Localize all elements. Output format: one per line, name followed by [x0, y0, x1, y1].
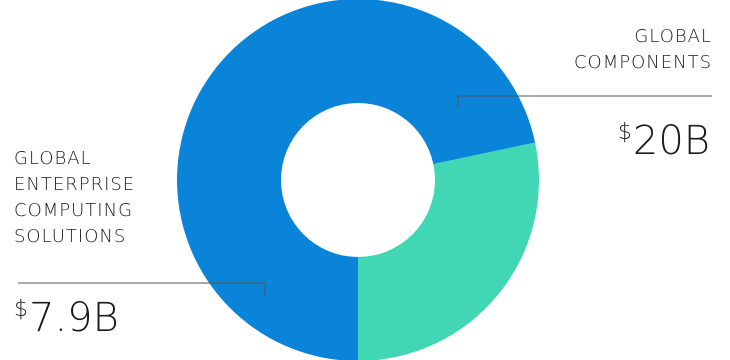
donut-hole: [281, 103, 435, 257]
value-global-components: $20B: [618, 113, 710, 161]
label-line: GLOBAL: [634, 26, 712, 47]
label-line: COMPONENTS: [573, 52, 712, 73]
value-amount: 20B: [632, 118, 710, 164]
label-line: GLOBAL: [14, 148, 92, 169]
label-line: COMPUTING: [14, 200, 134, 221]
label-line: SOLUTIONS: [14, 226, 127, 247]
label-global-enterprise-computing-solutions: GLOBAL ENTERPRISE COMPUTING SOLUTIONS: [14, 146, 135, 250]
currency-symbol: $: [14, 297, 28, 322]
currency-symbol: $: [617, 120, 632, 145]
leader-line-components: [457, 95, 712, 108]
value-global-enterprise-computing-solutions: $7.9B: [14, 290, 119, 338]
label-line: ENTERPRISE: [14, 174, 136, 195]
leader-line-enterprise: [18, 282, 266, 296]
label-global-components: GLOBAL COMPONENTS: [574, 24, 712, 76]
value-amount: 7.9B: [29, 295, 119, 341]
